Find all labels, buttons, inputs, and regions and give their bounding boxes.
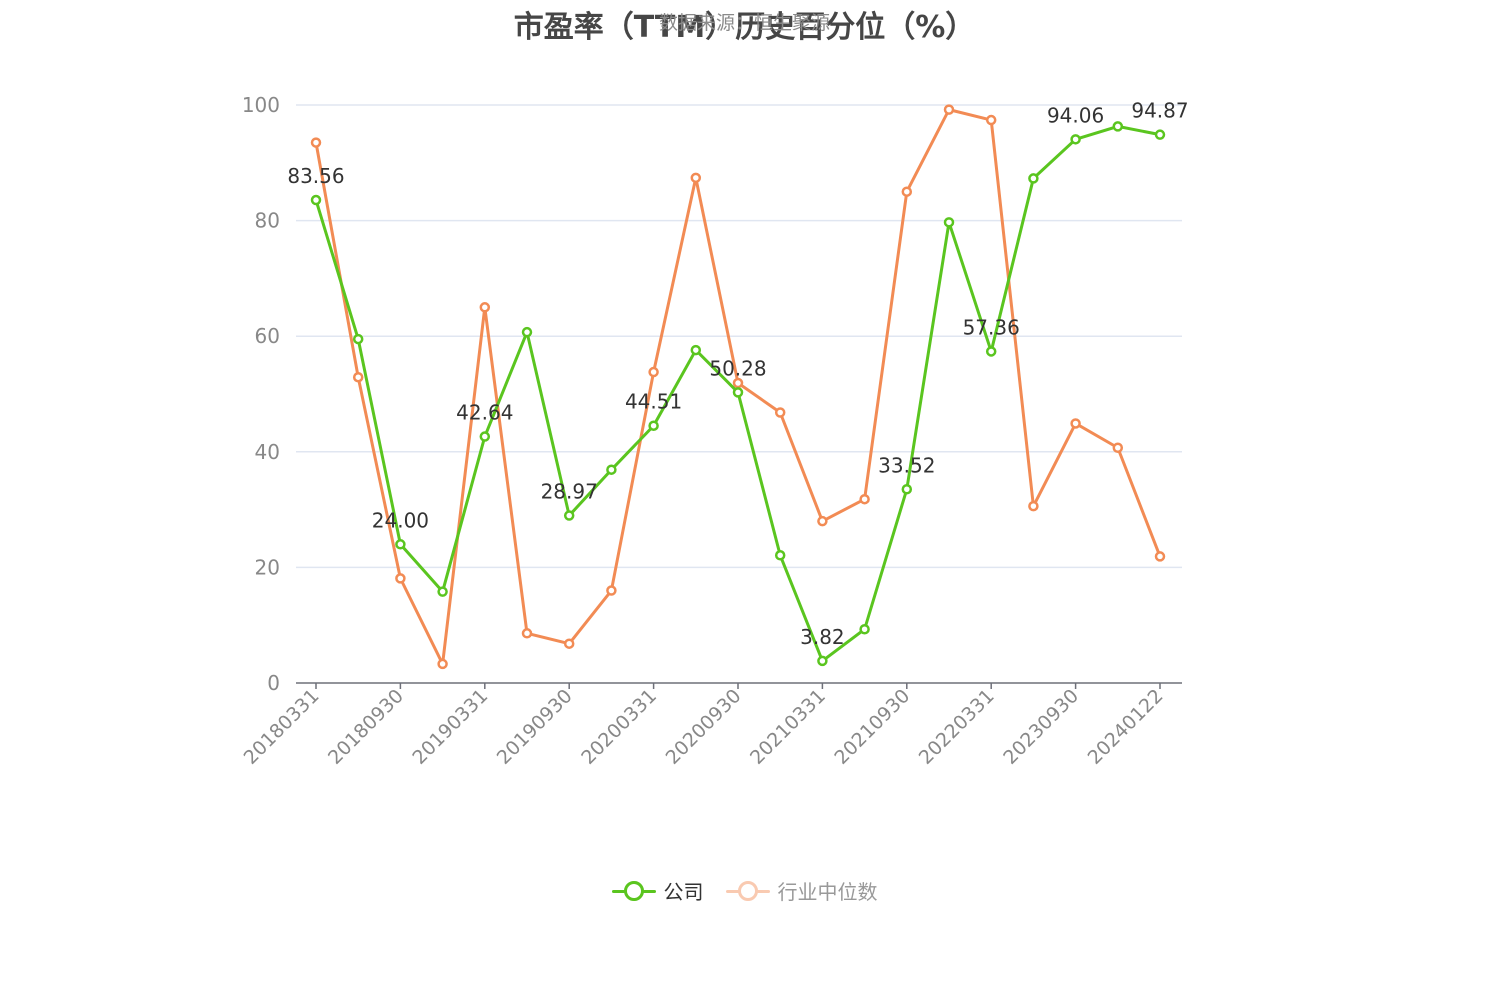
series-company-point <box>774 550 786 561</box>
series-industry-point <box>352 371 364 383</box>
series-industry-point <box>985 114 997 126</box>
series-industry-point <box>437 658 448 670</box>
x-tick-label: 20220331 <box>915 685 999 769</box>
series-industry-point <box>521 628 533 639</box>
data-label: 50.28 <box>709 356 766 380</box>
series-company-point <box>606 464 617 475</box>
series-industry-point <box>1154 551 1166 562</box>
x-tick-label: 20180930 <box>324 685 408 769</box>
series-company-point <box>1028 173 1039 184</box>
data-label: 83.56 <box>287 164 344 188</box>
series-industry-point <box>1028 500 1039 512</box>
series-industry <box>310 104 1166 670</box>
series-company-point <box>395 539 406 550</box>
series-industry-point <box>690 172 702 184</box>
y-tick-label: 20 <box>255 555 280 579</box>
series-company-point <box>521 326 533 338</box>
series-industry-point <box>1070 418 1081 429</box>
series-industry-point <box>479 302 491 313</box>
series-industry-point <box>774 407 786 418</box>
series-company <box>310 121 1166 667</box>
data-label: 42.64 <box>456 401 513 425</box>
y-tick-label: 0 <box>267 671 280 695</box>
series-company-point <box>859 623 870 635</box>
series-company-point <box>479 431 491 442</box>
x-tick-label: 20210331 <box>746 685 830 769</box>
series-company-point <box>352 333 364 345</box>
series-company-point <box>985 346 997 357</box>
data-label: 3.82 <box>800 625 845 649</box>
x-tick-label: 20180331 <box>240 685 324 769</box>
y-axis: 0 20 40 60 80 100 <box>242 93 280 695</box>
x-tick-label: 20210930 <box>830 685 914 769</box>
chart-title: 市盈率（TTM）历史百分位（%） <box>513 10 976 45</box>
data-label: 28.97 <box>541 480 598 504</box>
series-company-point <box>563 510 575 521</box>
series-industry-point <box>606 585 617 596</box>
legend: 公司 行业中位数 <box>0 876 1489 905</box>
chart-subtitle: 数据来源：恒生聚源 <box>658 12 830 34</box>
series-industry-point <box>943 104 955 115</box>
x-tick-label: 20230930 <box>999 685 1083 769</box>
series-company-point <box>901 484 913 495</box>
series-company-point <box>817 655 828 667</box>
y-tick-label: 60 <box>255 324 280 348</box>
series-company-point <box>732 387 744 398</box>
y-tick-label: 40 <box>255 440 280 464</box>
legend-item-company[interactable]: 公司 <box>611 876 704 905</box>
legend-company-label: 公司 <box>663 880 704 904</box>
series-industry-point <box>648 366 659 378</box>
series-industry-point <box>563 638 575 649</box>
legend-item-industry[interactable]: 行业中位数 <box>725 876 878 905</box>
series-industry-point <box>310 137 322 148</box>
series-industry-point <box>859 493 870 505</box>
y-tick-label: 100 <box>242 93 280 117</box>
data-label: 24.00 <box>372 508 429 532</box>
series-company-point <box>1112 121 1124 132</box>
x-tick-label: 20190331 <box>408 685 492 769</box>
data-labels: 83.56 24.00 42.64 28.97 44.51 50.28 3.82 33.52 5… <box>287 99 1188 649</box>
x-tick-label: 20190930 <box>493 685 577 769</box>
series-company-point <box>648 420 659 431</box>
series-industry-point <box>817 515 828 527</box>
series-industry-point <box>395 573 406 584</box>
data-label: 44.51 <box>625 390 682 414</box>
data-label: 94.06 <box>1047 103 1104 127</box>
series-company-point <box>1154 129 1166 140</box>
legend-industry-marker <box>725 879 770 903</box>
data-label: 33.52 <box>878 453 935 477</box>
x-tick-label: 20240122 <box>1084 685 1168 769</box>
series-industry-point <box>901 186 913 197</box>
series-company-point <box>437 586 448 597</box>
data-label: 94.87 <box>1131 99 1188 123</box>
series-company-point <box>310 194 322 206</box>
series-industry-point <box>732 377 744 389</box>
x-tick-label: 20200331 <box>577 685 661 769</box>
series-company-point <box>943 217 955 228</box>
series-industry-point <box>1112 442 1124 454</box>
legend-company-marker <box>611 879 656 903</box>
series-company-point <box>690 344 702 356</box>
series-company-point <box>1070 134 1081 145</box>
x-axis: 20180331 20180930 20190331 20190930 20200331… <box>240 682 1182 769</box>
x-tick-label: 20200930 <box>662 685 746 769</box>
data-label: 57.36 <box>963 315 1020 339</box>
y-tick-label: 80 <box>255 209 280 233</box>
grid-lines <box>296 104 1182 569</box>
legend-industry-label: 行业中位数 <box>777 880 878 904</box>
